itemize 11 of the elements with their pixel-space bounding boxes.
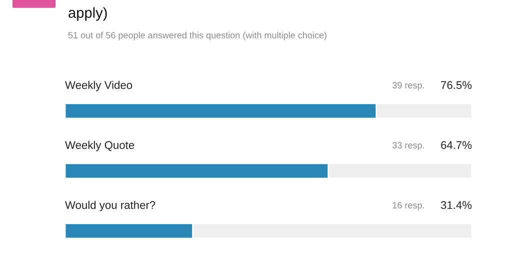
annotation: 33 resp. xyxy=(392,142,424,150)
annotation: 39 resp. xyxy=(392,82,424,90)
annotation: 16 resp. xyxy=(392,202,424,210)
chart-subtitle: 51 out of 56 people answered this question (with multiple choice) xyxy=(68,32,326,40)
data-label: 64.7% xyxy=(441,141,472,150)
y-tick-label: Weekly Video xyxy=(65,80,132,92)
data-label: 76.5% xyxy=(441,81,472,90)
y-tick-label: Weekly Quote xyxy=(65,140,134,152)
chart-title: apply) xyxy=(68,7,107,21)
y-tick-label: Would you rather? xyxy=(65,200,156,212)
data-label: 31.4% xyxy=(440,201,472,210)
